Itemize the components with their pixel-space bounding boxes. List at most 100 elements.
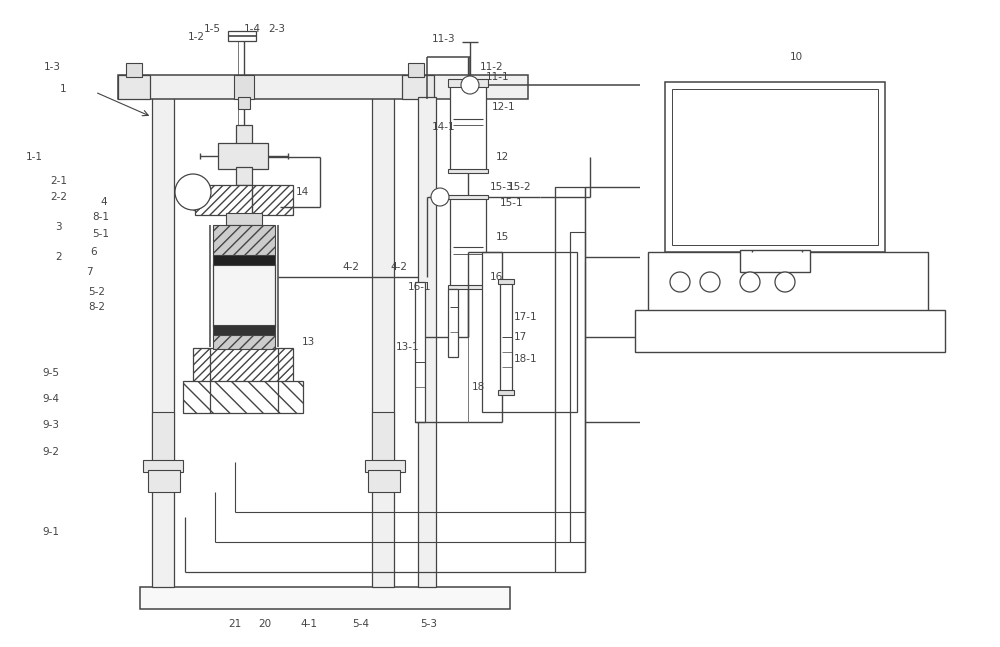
Text: 1-3: 1-3 — [44, 62, 61, 72]
Bar — [193, 348, 293, 383]
Text: 10: 10 — [790, 52, 803, 62]
Text: 4-2: 4-2 — [342, 262, 359, 272]
Bar — [126, 63, 142, 77]
Text: 5-1: 5-1 — [92, 229, 109, 239]
Text: 15-2: 15-2 — [508, 182, 532, 192]
Bar — [635, 310, 945, 352]
Bar — [236, 167, 252, 185]
Text: 9-3: 9-3 — [42, 420, 59, 430]
Bar — [234, 75, 254, 99]
Text: 9-5: 9-5 — [42, 368, 59, 378]
Text: 1: 1 — [60, 84, 67, 94]
Text: 18-1: 18-1 — [514, 354, 538, 364]
Bar — [482, 252, 577, 412]
Bar — [672, 89, 878, 245]
Bar — [372, 97, 394, 587]
Text: 7: 7 — [86, 267, 93, 277]
Circle shape — [431, 188, 449, 206]
Text: 17-1: 17-1 — [514, 312, 538, 322]
Text: 8-1: 8-1 — [92, 212, 109, 222]
Bar — [498, 279, 514, 284]
Bar — [415, 282, 425, 422]
Bar — [140, 587, 510, 609]
Bar — [500, 282, 512, 392]
Bar — [450, 85, 486, 171]
Bar — [648, 252, 928, 312]
Text: 12-1: 12-1 — [492, 102, 516, 112]
Text: 20: 20 — [258, 619, 271, 629]
Text: 1-1: 1-1 — [26, 152, 43, 162]
Bar — [226, 213, 262, 225]
Text: 3: 3 — [55, 222, 62, 232]
Text: 16: 16 — [490, 272, 503, 282]
Text: 2-2: 2-2 — [50, 192, 67, 202]
Bar — [195, 185, 293, 215]
Bar — [448, 285, 488, 289]
Bar — [213, 335, 275, 349]
Bar — [213, 325, 275, 337]
Bar — [418, 97, 436, 587]
Text: 9-4: 9-4 — [42, 394, 59, 404]
Text: 15-3: 15-3 — [490, 182, 514, 192]
Text: 5-2: 5-2 — [88, 287, 105, 297]
Bar — [408, 63, 424, 77]
Bar — [570, 232, 585, 542]
Bar — [640, 82, 980, 572]
Circle shape — [700, 272, 720, 292]
Text: 4-2: 4-2 — [390, 262, 407, 272]
Text: 6: 6 — [90, 247, 97, 257]
Text: 9-1: 9-1 — [42, 527, 59, 537]
Text: 9-2: 9-2 — [42, 447, 59, 457]
Circle shape — [740, 272, 760, 292]
Text: 12: 12 — [496, 152, 509, 162]
Bar — [118, 75, 528, 99]
Text: 17: 17 — [514, 332, 527, 342]
Text: 4: 4 — [100, 197, 107, 207]
Bar — [218, 143, 268, 169]
Bar — [236, 125, 252, 145]
Bar — [213, 225, 275, 257]
Bar — [450, 197, 486, 287]
Bar — [555, 187, 585, 572]
Bar — [228, 31, 256, 41]
Text: 8-2: 8-2 — [88, 302, 105, 312]
Bar — [213, 264, 275, 327]
Bar — [365, 460, 405, 472]
Text: 1-4: 1-4 — [244, 24, 261, 34]
Bar — [740, 250, 810, 272]
Text: 5-4: 5-4 — [352, 619, 369, 629]
Bar — [183, 381, 303, 413]
Text: 2-1: 2-1 — [50, 176, 67, 186]
Bar — [448, 79, 488, 87]
Circle shape — [775, 272, 795, 292]
Bar — [148, 470, 180, 492]
Bar — [213, 255, 275, 265]
Text: 4-1: 4-1 — [300, 619, 317, 629]
Bar — [372, 412, 394, 462]
Text: 11-2: 11-2 — [480, 62, 504, 72]
Text: 2-3: 2-3 — [268, 24, 285, 34]
Text: 1-2: 1-2 — [188, 32, 205, 42]
Text: 1-5: 1-5 — [204, 24, 221, 34]
Text: 11-3: 11-3 — [432, 34, 456, 44]
Bar — [238, 97, 250, 109]
Circle shape — [175, 174, 211, 210]
Bar — [368, 470, 400, 492]
Bar — [118, 75, 150, 99]
Text: 13-1: 13-1 — [396, 342, 420, 352]
Bar — [152, 97, 174, 587]
Bar — [498, 390, 514, 395]
Bar — [143, 460, 183, 472]
Text: 14: 14 — [296, 187, 309, 197]
Text: 5-3: 5-3 — [420, 619, 437, 629]
Text: 15: 15 — [496, 232, 509, 242]
Text: 15-1: 15-1 — [500, 198, 524, 208]
Circle shape — [670, 272, 690, 292]
Bar — [448, 195, 488, 199]
Bar — [152, 412, 174, 462]
Bar — [402, 75, 434, 99]
Bar — [448, 289, 458, 357]
Text: 18: 18 — [472, 382, 485, 392]
Text: 13: 13 — [302, 337, 315, 347]
Text: 16-1: 16-1 — [408, 282, 432, 292]
